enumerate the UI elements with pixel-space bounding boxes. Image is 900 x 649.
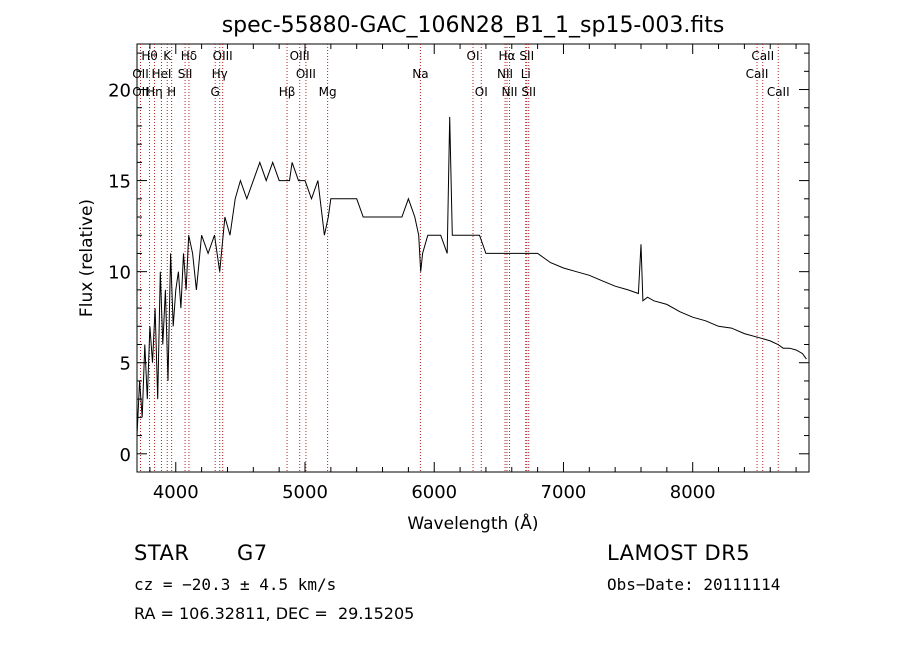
line-label: HeI bbox=[151, 67, 171, 81]
subclass: G7 bbox=[237, 541, 268, 565]
y-axis-label: Flux (relative) bbox=[77, 199, 97, 317]
line-label: NII bbox=[497, 67, 513, 81]
line-label: Hη bbox=[146, 85, 163, 99]
coordinates-text: RA = 106.32811, DEC = 29.15205 bbox=[134, 604, 415, 623]
line-label: Hα bbox=[499, 49, 516, 63]
obs-date-text: Obs−Date: 20111114 bbox=[607, 575, 781, 594]
line-label: OIII bbox=[290, 49, 310, 63]
line-label: SII bbox=[178, 67, 193, 81]
x-tick-label: 5000 bbox=[282, 482, 328, 503]
line-label: Na bbox=[412, 67, 428, 81]
x-tick-label: 8000 bbox=[670, 482, 716, 503]
line-label: NII bbox=[502, 85, 518, 99]
x-axis-label: Wavelength (Å) bbox=[407, 512, 538, 534]
line-label: OIII bbox=[296, 67, 316, 81]
spectrum-series bbox=[136, 116, 807, 436]
y-tick-label: 0 bbox=[120, 445, 131, 466]
y-tick-label: 5 bbox=[120, 354, 131, 375]
line-label: CaII bbox=[751, 49, 774, 63]
line-label: OII bbox=[132, 67, 149, 81]
y-axis-ticks: 0 5 10 15 20 bbox=[108, 52, 809, 473]
line-label: SII bbox=[521, 85, 536, 99]
y-tick-label: 20 bbox=[108, 81, 131, 102]
x-axis-ticks: 4000 5000 6000 7000 8000 bbox=[149, 44, 797, 503]
line-label: Li bbox=[521, 67, 531, 81]
line-label: Hγ bbox=[212, 67, 228, 81]
line-label: OI bbox=[475, 85, 488, 99]
line-label: Mg bbox=[319, 85, 337, 99]
line-label: G bbox=[211, 85, 220, 99]
line-label: OI bbox=[467, 49, 480, 63]
x-tick-label: 7000 bbox=[541, 482, 587, 503]
x-tick-label: 6000 bbox=[411, 482, 457, 503]
y-tick-label: 15 bbox=[108, 172, 131, 193]
x-tick-label: 4000 bbox=[153, 482, 199, 503]
object-class: STAR bbox=[134, 541, 190, 565]
line-label: CaII bbox=[767, 85, 790, 99]
line-label: K bbox=[163, 49, 172, 63]
line-label: Hδ bbox=[181, 49, 197, 63]
line-label: H bbox=[167, 85, 176, 99]
line-label: OIII bbox=[213, 49, 233, 63]
line-label: OII bbox=[132, 85, 149, 99]
line-label: CaII bbox=[746, 67, 769, 81]
line-markers bbox=[139, 44, 779, 472]
chart-title: spec-55880-GAC_106N28_B1_1_sp15-003.fits bbox=[222, 13, 725, 38]
survey-name: LAMOST DR5 bbox=[607, 541, 751, 565]
redshift-text: cz = −20.3 ± 4.5 km/s bbox=[134, 575, 337, 594]
line-label: Hβ bbox=[279, 85, 296, 99]
y-tick-label: 10 bbox=[108, 263, 131, 284]
line-label: SII bbox=[519, 49, 534, 63]
line-label: Hθ bbox=[141, 49, 157, 63]
